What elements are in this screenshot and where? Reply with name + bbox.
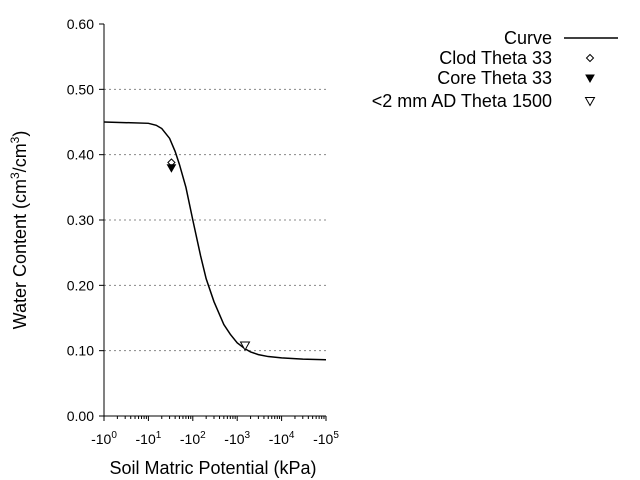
x-axis-title: Soil Matric Potential (kPa) (109, 458, 316, 478)
axes: 0.00 0.10 0.20 0.30 0.40 0.50 0.60 -100 -101 -102… (8, 16, 339, 478)
y-tick-label: 0.40 (67, 147, 94, 163)
y-tick-label: 0.50 (67, 81, 94, 97)
y-tick-label: 0.10 (67, 343, 94, 359)
y-tick-label: 0.00 (67, 408, 94, 424)
legend-label: Clod Theta 33 (439, 48, 552, 68)
legend-label: Curve (504, 28, 552, 48)
y-axis-title: Water Content (cm3/cm3) (8, 131, 30, 330)
legend-marker (585, 74, 595, 84)
legend-marker (585, 53, 595, 63)
y-tick-label: 0.60 (67, 16, 94, 32)
x-tick-label: -100 (91, 430, 117, 447)
x-tick-label: -103 (224, 430, 250, 447)
legend-marker (584, 97, 596, 107)
x-tick-label: -104 (269, 430, 295, 447)
grid-lines (104, 88, 326, 352)
x-tick-label: -101 (136, 430, 162, 447)
x-tick-label: -105 (313, 430, 339, 447)
data-point (166, 164, 177, 173)
legend-label: <2 mm AD Theta 1500 (372, 91, 552, 111)
y-tick-label: 0.30 (67, 212, 94, 228)
series (103, 121, 327, 361)
y-tick-label: 0.20 (67, 277, 94, 293)
legend-label: Core Theta 33 (437, 68, 552, 88)
data-point (239, 341, 251, 351)
x-tick-label: -102 (180, 430, 206, 447)
curve-line (103, 121, 327, 361)
